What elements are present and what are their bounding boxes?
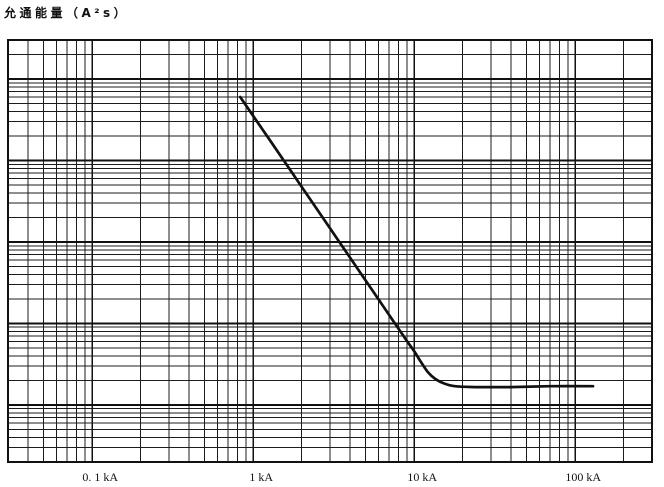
x-tick-label: 10 kA [407, 470, 437, 484]
y-axis-label: 允通能量（A²s） [4, 6, 130, 20]
x-axis-tick-labels: 0. 1 kA 1 kA 10 kA 100 kA [82, 470, 601, 484]
series-layer [238, 95, 595, 389]
vertical-grid [27, 40, 625, 462]
x-tick-label: 1 kA [249, 470, 273, 484]
x-tick-label: 0. 1 kA [82, 470, 118, 484]
x-tick-label: 100 kA [565, 470, 601, 484]
horizontal-grid [8, 54, 652, 449]
plot-border [7, 39, 653, 463]
series-line [238, 95, 595, 389]
